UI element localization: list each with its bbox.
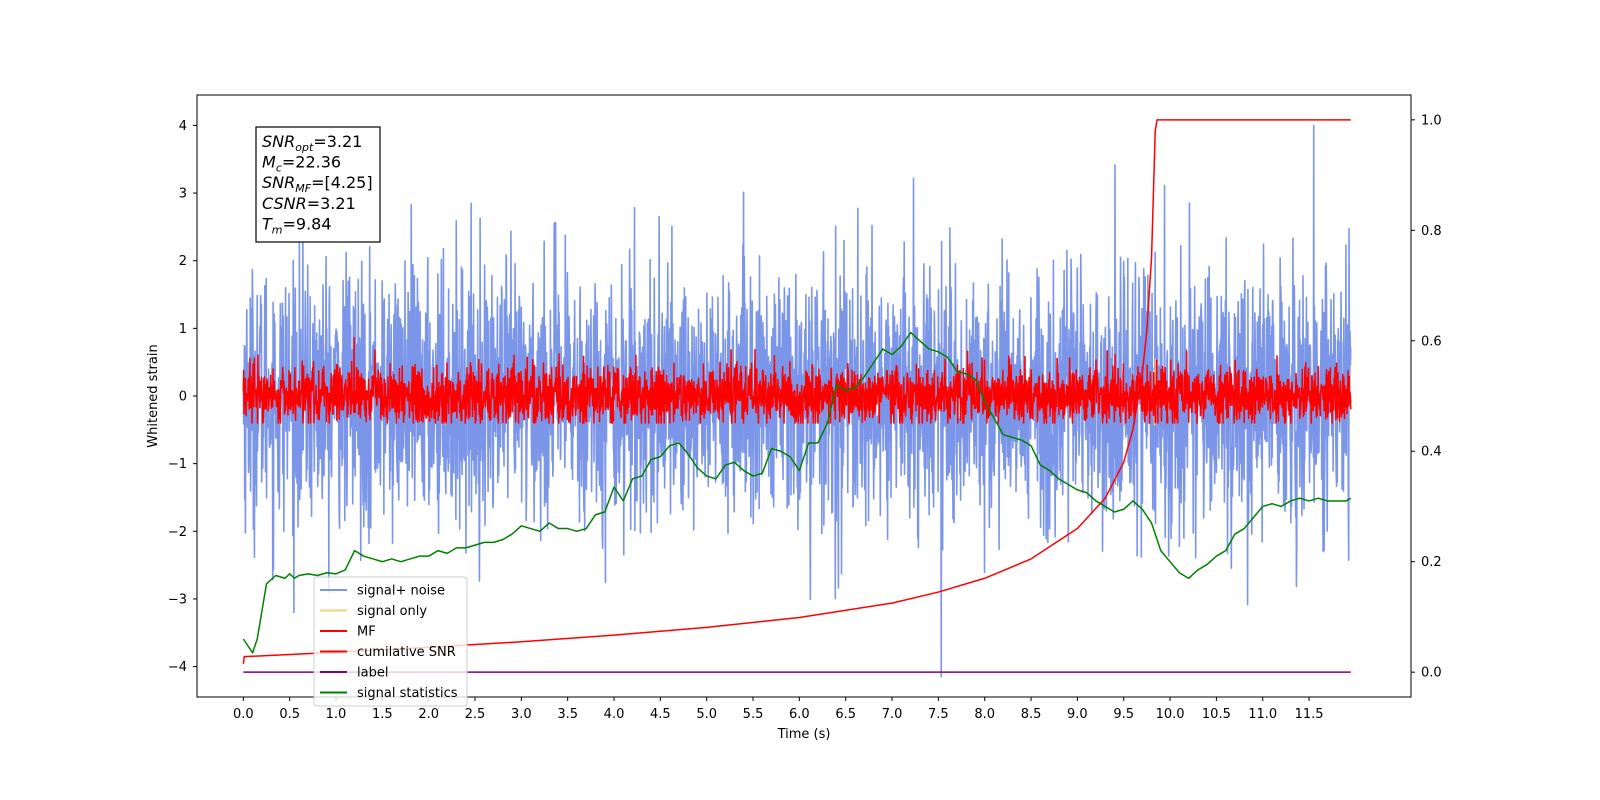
y-tick-label-right: 0.8 bbox=[1421, 224, 1442, 239]
legend-label-signal-noise: signal+ noise bbox=[357, 584, 445, 599]
y-axis-left: −4 −3 −2 −1 0 1 2 3 4 bbox=[168, 119, 197, 675]
y-tick-label-left: −2 bbox=[168, 525, 187, 540]
legend-label-mf: MF bbox=[357, 625, 376, 640]
x-tick-label: 9.5 bbox=[1113, 707, 1134, 722]
x-tick-label: 7.0 bbox=[882, 707, 903, 722]
series-line-mf bbox=[242, 337, 1352, 424]
annotation-line: Tm=9.84 bbox=[262, 214, 332, 236]
x-tick-label: 5.0 bbox=[696, 707, 717, 722]
y-tick-label-left: 1 bbox=[179, 322, 187, 337]
x-tick-label: 10.0 bbox=[1156, 707, 1185, 722]
annotation-frame bbox=[255, 126, 381, 243]
x-axis: 0.0 0.5 1.0 1.5 2.0 2.5 3.0 3.5 4.0 4.5 5.0 5.5 6.0 6… bbox=[233, 697, 1324, 722]
legend-frame bbox=[313, 576, 468, 707]
y-tick-label-left: 0 bbox=[179, 390, 187, 405]
y-tick-label-left: −1 bbox=[168, 457, 187, 472]
x-tick-label: 0.0 bbox=[233, 707, 254, 722]
y-tick-label-right: 0.6 bbox=[1421, 334, 1442, 349]
y-tick-label-right: 0.0 bbox=[1421, 666, 1442, 681]
y-tick-label-left: 3 bbox=[179, 187, 187, 202]
x-tick-label: 7.5 bbox=[928, 707, 949, 722]
x-tick-label: 8.0 bbox=[974, 707, 995, 722]
annotation-line: SNRMF=[4.25] bbox=[262, 173, 373, 195]
x-tick-label: 6.0 bbox=[789, 707, 810, 722]
x-tick-label: 0.5 bbox=[279, 707, 300, 722]
y-tick-label-left: 4 bbox=[179, 119, 187, 134]
y-axis-label: Whitened strain bbox=[146, 344, 161, 447]
x-axis-label: Time (s) bbox=[777, 727, 831, 742]
x-tick-label: 4.5 bbox=[650, 707, 671, 722]
x-tick-label: 10.5 bbox=[1202, 707, 1231, 722]
legend-label-signal-statistics: signal statistics bbox=[357, 686, 458, 701]
legend-label-label: label bbox=[357, 666, 388, 681]
x-tick-label: 11.5 bbox=[1295, 707, 1324, 722]
x-tick-label: 1.0 bbox=[326, 707, 347, 722]
y-axis-right: 0.0 0.2 0.4 0.6 0.8 1.0 bbox=[1411, 113, 1442, 681]
x-tick-label: 9.0 bbox=[1067, 707, 1088, 722]
y-tick-label-right: 0.4 bbox=[1421, 445, 1442, 460]
y-tick-label-left: −4 bbox=[168, 660, 187, 675]
legend-label-cumilative-snr: cumilative SNR bbox=[357, 645, 456, 660]
y-tick-label-left: 2 bbox=[179, 254, 187, 269]
legend-label-signal-only: signal only bbox=[357, 604, 427, 619]
x-tick-label: 11.0 bbox=[1248, 707, 1277, 722]
y-tick-label-left: −3 bbox=[168, 592, 187, 607]
x-tick-label: 4.0 bbox=[604, 707, 625, 722]
y-tick-label-right: 1.0 bbox=[1421, 113, 1442, 128]
annotation-line: CSNR=3.21 bbox=[262, 194, 356, 213]
x-tick-label: 2.5 bbox=[465, 707, 486, 722]
x-tick-label: 3.0 bbox=[511, 707, 532, 722]
snr-annotation-box: SNRopt=3.21Mc=22.36SNRMF=[4.25]CSNR=3.21… bbox=[255, 126, 381, 243]
legend: signal+ noise signal only MF cumilative SNR… bbox=[313, 576, 468, 707]
annotation-line: Mc=22.36 bbox=[262, 153, 341, 175]
x-tick-label: 2.0 bbox=[418, 707, 439, 722]
y-tick-label-right: 0.2 bbox=[1421, 555, 1442, 570]
x-tick-label: 8.5 bbox=[1021, 707, 1042, 722]
x-tick-label: 5.5 bbox=[743, 707, 764, 722]
x-tick-label: 3.5 bbox=[557, 707, 578, 722]
x-tick-label: 1.5 bbox=[372, 707, 393, 722]
x-tick-label: 6.5 bbox=[835, 707, 856, 722]
annotation-line: SNRopt=3.21 bbox=[262, 132, 362, 154]
series-line-signal-statistics bbox=[242, 331, 1352, 654]
